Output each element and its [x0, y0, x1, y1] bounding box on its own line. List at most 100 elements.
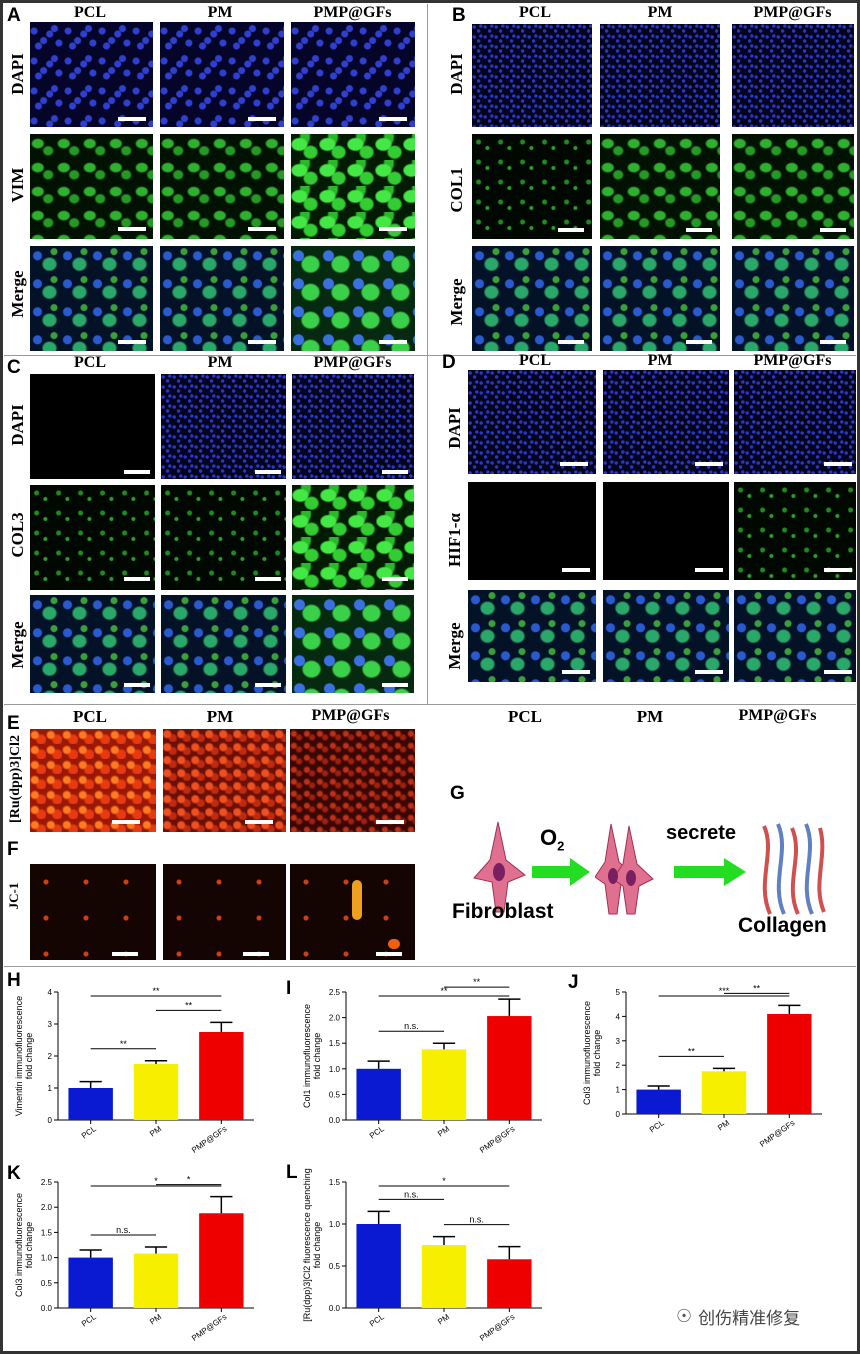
y-tick-label: 2.5 [41, 1178, 53, 1187]
micrograph-b-col1-pmp [732, 134, 854, 239]
row-label-dapi: DAPI [445, 407, 464, 449]
micrograph-f-pcl [30, 864, 156, 960]
horizontal-divider-2 [4, 704, 856, 705]
y-tick-label: 0.5 [329, 1090, 341, 1099]
y-axis-title-line2: fold change [312, 1222, 322, 1269]
panel-label-g: G [450, 783, 465, 804]
micrograph-a-dapi-pcl [30, 22, 153, 127]
bar-pm [133, 1064, 179, 1120]
y-tick-label: 1.0 [329, 1220, 341, 1229]
bar-pmp-gfs [487, 1259, 532, 1308]
bar-pmp-gfs [487, 1016, 532, 1120]
row-label-jc1: JC-1 [6, 882, 21, 910]
arrow-right-icon [674, 858, 746, 886]
y-tick-label: 1.5 [329, 1178, 341, 1187]
bar-pm [421, 1049, 467, 1120]
micrograph-c-dapi-pcl [30, 374, 155, 479]
col-header-pm: PM [207, 354, 233, 371]
micrograph-f-pmp [290, 864, 415, 960]
y-tick-label: 1.5 [329, 1039, 341, 1048]
significance-label: n.s. [116, 1225, 131, 1235]
micrograph-d-hif1a-pcl [468, 482, 596, 580]
panel-label-f: F [7, 839, 19, 860]
micrograph-c-dapi-pm [161, 374, 286, 479]
micrograph-c-merge-pm [161, 595, 286, 693]
col-header-pm: PM [647, 4, 673, 21]
col-header-pmp: PMP@GFs [753, 352, 832, 369]
significance-label: n.s. [404, 1021, 419, 1031]
y-axis-title-line2: fold change [24, 1033, 34, 1080]
x-tick-label: PMP@GFs [478, 1312, 516, 1343]
panel-label-l: L [286, 1162, 298, 1183]
significance-label: * [442, 1176, 446, 1186]
micrograph-a-vim-pmp [291, 134, 415, 239]
significance-label: n.s. [469, 1215, 484, 1225]
bar-chart-l: 0.0 0.5 1.0 1.5 [Ru(dpp)3]Cl2 fluorescence q… [302, 1168, 542, 1343]
micrograph-c-col3-pmp [292, 485, 414, 590]
significance-label: ** [185, 1000, 193, 1010]
micrograph-d-merge-pm [603, 590, 729, 682]
micrograph-a-dapi-pm [160, 22, 284, 127]
y-tick-label: 2.0 [329, 1014, 341, 1023]
y-tick-label: 1 [616, 1086, 621, 1095]
significance-label: n.s. [404, 1189, 419, 1199]
col-header-pmp: PMP@GFs [313, 4, 392, 21]
row-label-dapi: DAPI [8, 53, 27, 95]
y-tick-label: 1.0 [41, 1254, 53, 1263]
micrograph-a-vim-pcl [30, 134, 153, 239]
horizontal-divider-3 [4, 966, 856, 967]
y-tick-label: 2 [616, 1061, 621, 1070]
micrograph-b-col1-pm [600, 134, 720, 239]
bar-chart-j: 0 1 2 3 4 5 Col3 immunofluorescence fold change… [582, 983, 822, 1149]
micrograph-f-pm [163, 864, 286, 960]
micrograph-a-merge-pm [160, 246, 284, 351]
micrograph-a-vim-pm [160, 134, 284, 239]
micrograph-c-merge-pmp [292, 595, 414, 693]
panel-label-c: C [7, 357, 21, 378]
bar-pmp-gfs [199, 1032, 244, 1120]
x-tick-label: PMP@GFs [758, 1118, 796, 1149]
col-header-pm: PM [206, 707, 234, 726]
bar-pm [133, 1253, 179, 1308]
o2-label: O2 [540, 825, 564, 853]
col-header-pcl-right: PCL [508, 707, 542, 726]
row-label-vim: VIM [8, 167, 27, 203]
y-tick-label: 1.0 [329, 1065, 341, 1074]
x-tick-label: PCL [80, 1312, 98, 1329]
col-header-pm-right: PM [636, 707, 664, 726]
y-axis-title: [Ru(dpp)3]Cl2 fluorescence quenching [302, 1168, 312, 1322]
dividing-fibroblast-icon [595, 823, 654, 915]
micrograph-c-dapi-pmp [292, 374, 414, 479]
watermark-text: 创伤精准修复 [698, 1309, 801, 1329]
col-header-pmp: PMP@GFs [313, 354, 392, 371]
arrow-right-icon [532, 858, 590, 886]
micrograph-d-dapi-pmp [734, 370, 856, 474]
y-axis-title-line2: fold change [24, 1222, 34, 1269]
col-header-pmp: PMP@GFs [311, 707, 390, 724]
bar-pcl [356, 1068, 401, 1120]
panel-label-e: E [7, 713, 20, 734]
row-label-merge: Merge [445, 622, 464, 670]
micrograph-b-merge-pmp [732, 246, 854, 351]
bar-chart-i: 0.0 0.5 1.0 1.5 2.0 2.5 Col1 immunofluorescenc… [302, 977, 542, 1155]
row-label-merge: Merge [8, 621, 27, 669]
vertical-divider [427, 4, 428, 704]
y-tick-label: 0.5 [41, 1279, 53, 1288]
o2-subscript: 2 [557, 838, 565, 854]
y-tick-label: 3 [48, 1020, 53, 1029]
panel-label-h: H [7, 970, 21, 991]
y-tick-label: 0.5 [329, 1262, 341, 1271]
micrograph-b-col1-pcl [472, 134, 592, 239]
secrete-label: secrete [666, 822, 737, 844]
panel-label-k: K [7, 1163, 21, 1184]
collagen-fiber-icon [762, 823, 826, 915]
bar-pcl [68, 1088, 113, 1120]
fibroblast-icon [473, 821, 526, 913]
col-header-pm: PM [647, 352, 673, 369]
panel-label-d: D [442, 352, 456, 373]
bar-pm [701, 1071, 747, 1114]
micrograph-d-dapi-pm [603, 370, 729, 474]
row-label-hif1a: HIF1-α [445, 513, 464, 567]
micrograph-b-dapi-pm [600, 24, 720, 127]
col-header-pcl: PCL [519, 4, 551, 21]
